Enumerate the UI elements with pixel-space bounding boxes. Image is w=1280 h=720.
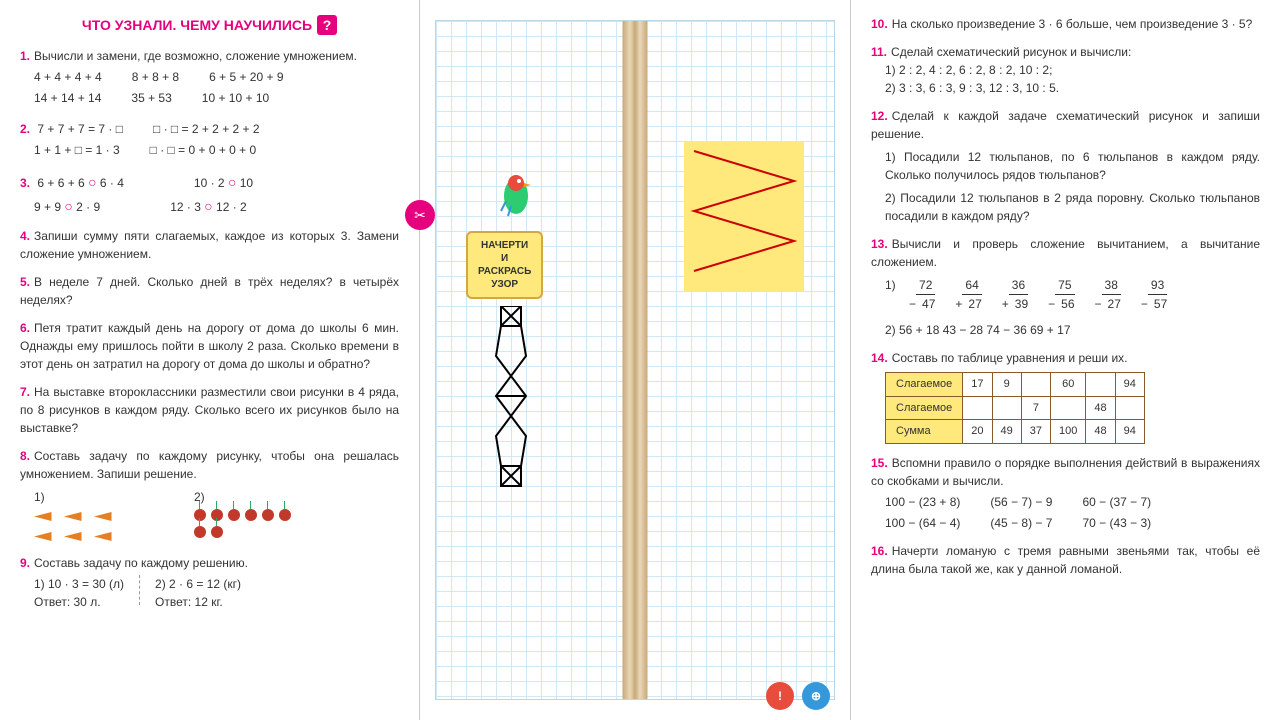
globe-icon[interactable]: ⊕ xyxy=(802,682,830,710)
page-header: ЧТО УЗНАЛИ. ЧЕМУ НАУЧИЛИСЬ? xyxy=(20,15,399,35)
center-panel: ✂ НАЧЕРТИИРАСКРАСЬУЗОР ! ⊕ xyxy=(420,0,850,720)
scissors-icon[interactable]: ✂ xyxy=(405,200,435,230)
instruction-label: НАЧЕРТИИРАСКРАСЬУЗОР xyxy=(466,231,543,299)
notebook-area: НАЧЕРТИИРАСКРАСЬУЗОР xyxy=(435,20,835,700)
left-page: ЧТО УЗНАЛИ. ЧЕМУ НАУЧИЛИСЬ? 1.Вычисли и … xyxy=(0,0,420,720)
alert-icon[interactable]: ! xyxy=(766,682,794,710)
question-icon: ? xyxy=(317,15,337,35)
addends-table: Слагаемое1796094Слагаемое748Сумма2049371… xyxy=(885,372,1145,444)
carrot-illustration xyxy=(34,509,134,544)
book-binding xyxy=(623,21,648,699)
zigzag-box xyxy=(684,141,804,291)
pattern-shape xyxy=(491,306,531,506)
right-page: 10.На сколько произведение 3 · 6 больше,… xyxy=(850,0,1280,720)
cherry-illustration xyxy=(194,509,294,538)
parrot-icon xyxy=(496,171,536,221)
